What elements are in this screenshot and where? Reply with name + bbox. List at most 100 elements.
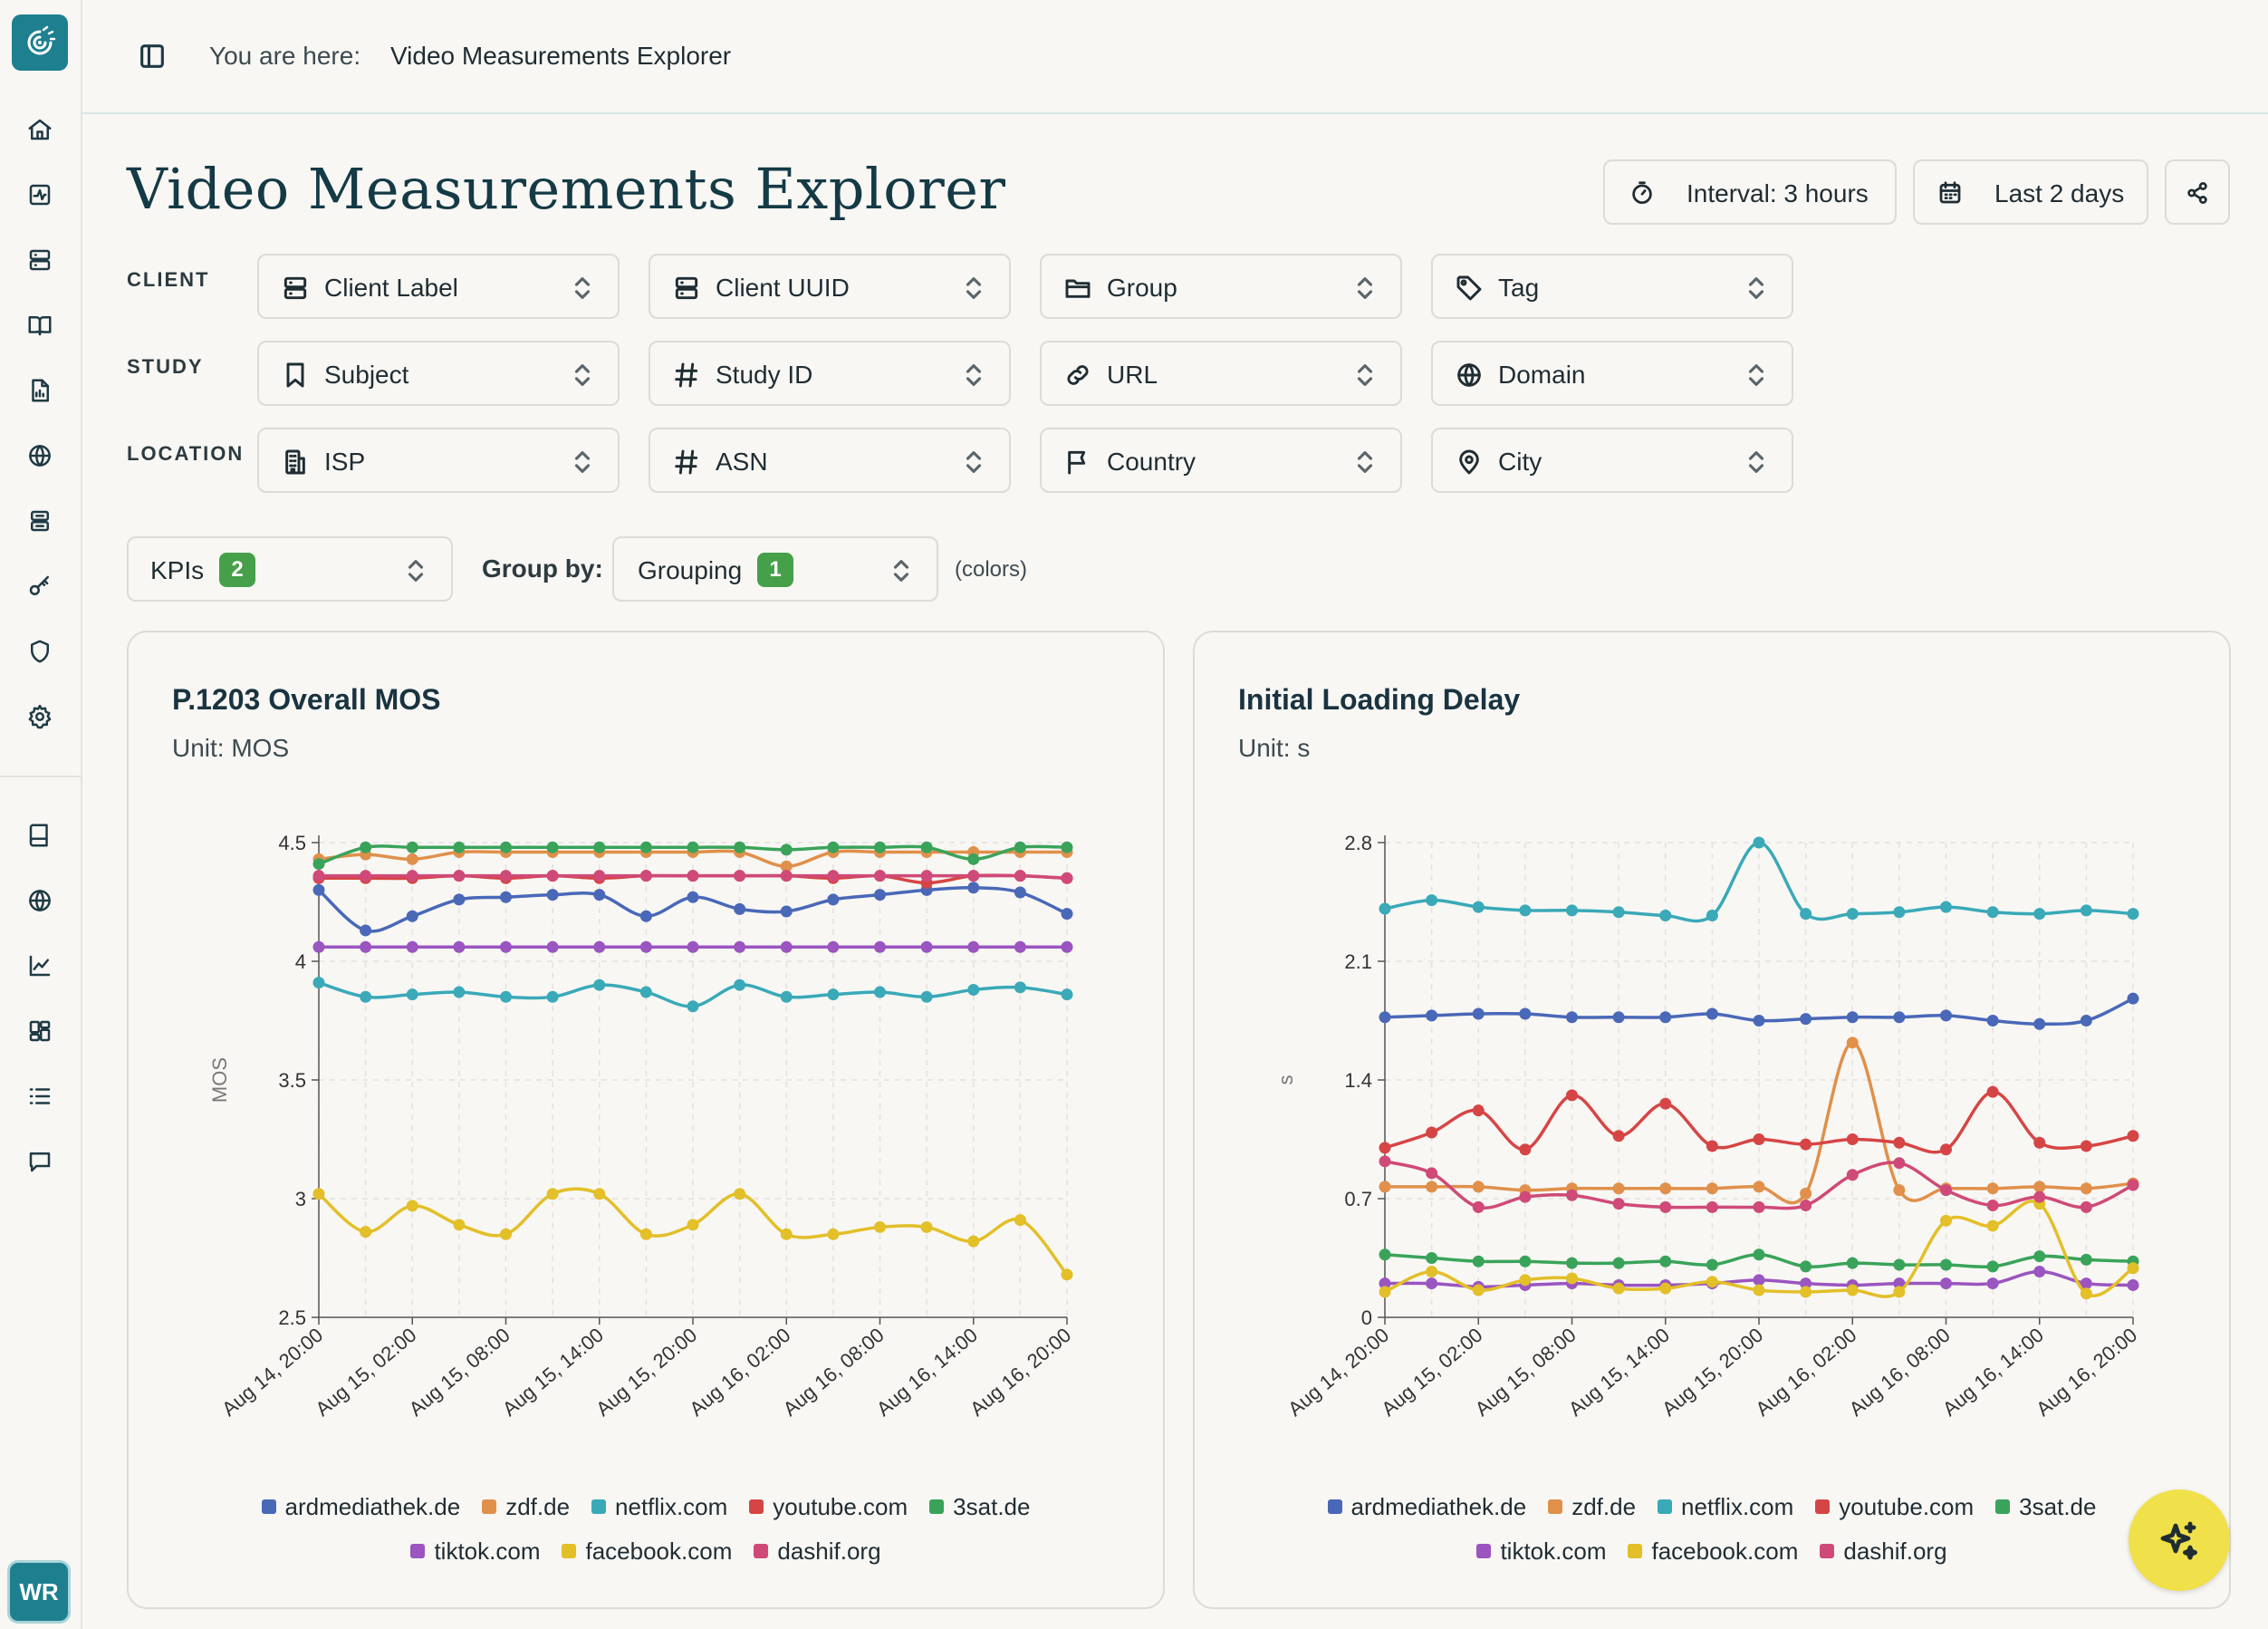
data-point[interactable] [453, 841, 466, 853]
data-point[interactable] [453, 1219, 466, 1231]
data-point[interactable] [1426, 1252, 1438, 1264]
data-point[interactable] [546, 940, 559, 953]
data-point[interactable] [1706, 1007, 1718, 1020]
interval-button[interactable]: Interval: 3 hours [1603, 159, 1897, 225]
data-point[interactable] [1893, 1136, 1906, 1149]
data-point[interactable] [734, 870, 746, 882]
data-point[interactable] [827, 1228, 840, 1240]
data-point[interactable] [1426, 1126, 1438, 1139]
data-point[interactable] [1014, 940, 1026, 953]
data-point[interactable] [360, 924, 372, 937]
data-point[interactable] [1753, 836, 1765, 849]
data-point[interactable] [1472, 901, 1485, 913]
data-point[interactable] [500, 940, 512, 953]
data-point[interactable] [1800, 908, 1812, 921]
data-point[interactable] [2080, 1182, 2092, 1195]
data-point[interactable] [1846, 1036, 1859, 1049]
data-point[interactable] [1753, 1200, 1765, 1213]
data-point[interactable] [453, 940, 466, 953]
data-point[interactable] [1986, 1219, 1999, 1232]
dashboard-icon[interactable] [24, 1015, 56, 1047]
data-point[interactable] [734, 1188, 746, 1200]
data-point[interactable] [2033, 908, 2046, 921]
data-point[interactable] [1379, 1277, 1391, 1290]
legend-item[interactable]: 3sat.de [929, 1485, 1030, 1528]
data-point[interactable] [734, 978, 746, 991]
data-point[interactable] [920, 841, 933, 853]
data-point[interactable] [2033, 1017, 2046, 1030]
data-point[interactable] [406, 910, 418, 922]
data-point[interactable] [2033, 1136, 2046, 1149]
data-point[interactable] [967, 870, 980, 882]
data-point[interactable] [1472, 1181, 1485, 1193]
data-point[interactable] [1986, 1277, 1999, 1290]
filter-country[interactable]: Country [1040, 428, 1402, 493]
data-point[interactable] [360, 841, 372, 853]
legend-item[interactable]: dashif.org [754, 1529, 881, 1573]
data-point[interactable] [1940, 1258, 1952, 1271]
data-point[interactable] [1379, 1286, 1391, 1298]
data-point[interactable] [2080, 1140, 2092, 1152]
data-point[interactable] [546, 990, 559, 1003]
data-point[interactable] [1846, 1011, 1859, 1024]
filter-client-label[interactable]: Client Label [257, 254, 620, 319]
app-logo[interactable] [12, 14, 68, 71]
data-point[interactable] [1986, 1015, 1999, 1027]
data-point[interactable] [687, 1000, 699, 1013]
data-point[interactable] [406, 1200, 418, 1212]
data-point[interactable] [687, 891, 699, 903]
data-point[interactable] [546, 870, 559, 882]
data-point[interactable] [1800, 1187, 1812, 1200]
filter-city[interactable]: City [1431, 428, 1793, 493]
legend-item[interactable]: 3sat.de [1995, 1485, 2096, 1528]
data-point[interactable] [1846, 1133, 1859, 1145]
legend-item[interactable]: youtube.com [749, 1485, 908, 1528]
grouping-select[interactable]: Grouping 1 [612, 536, 938, 602]
data-point[interactable] [1612, 1011, 1625, 1024]
data-point[interactable] [1061, 988, 1073, 1001]
filter-isp[interactable]: ISP [257, 428, 620, 493]
data-point[interactable] [2080, 1253, 2092, 1266]
data-point[interactable] [780, 1228, 793, 1240]
data-point[interactable] [1566, 1189, 1578, 1201]
data-point[interactable] [1566, 904, 1578, 917]
data-point[interactable] [1986, 906, 1999, 919]
data-point[interactable] [1519, 1190, 1532, 1203]
data-point[interactable] [2033, 1250, 2046, 1263]
report-icon[interactable] [24, 374, 56, 407]
data-point[interactable] [546, 841, 559, 853]
data-point[interactable] [1014, 886, 1026, 899]
data-point[interactable] [1753, 1274, 1765, 1287]
data-point[interactable] [1986, 1085, 1999, 1098]
filter-subject[interactable]: Subject [257, 341, 620, 406]
data-point[interactable] [1753, 1133, 1765, 1145]
data-point[interactable] [1379, 1011, 1391, 1024]
data-point[interactable] [687, 870, 699, 882]
data-point[interactable] [967, 1235, 980, 1248]
legend-item[interactable]: ardmediathek.de [261, 1485, 460, 1528]
data-point[interactable] [1893, 1277, 1906, 1290]
data-point[interactable] [1846, 1169, 1859, 1181]
legend-item[interactable]: zdf.de [1548, 1485, 1636, 1528]
filter-tag[interactable]: Tag [1431, 254, 1793, 319]
data-point[interactable] [2080, 904, 2092, 917]
data-point[interactable] [1426, 1277, 1438, 1290]
data-point[interactable] [2033, 1190, 2046, 1203]
book-icon[interactable] [24, 819, 56, 852]
key-icon[interactable] [24, 570, 56, 602]
data-point[interactable] [874, 986, 886, 998]
data-point[interactable] [1986, 1199, 1999, 1211]
data-point[interactable] [1893, 1011, 1906, 1024]
data-point[interactable] [920, 1220, 933, 1233]
data-point[interactable] [593, 940, 606, 953]
data-point[interactable] [1061, 908, 1073, 921]
data-point[interactable] [967, 853, 980, 865]
data-point[interactable] [1753, 1284, 1765, 1296]
data-point[interactable] [1940, 1184, 1952, 1197]
data-point[interactable] [1753, 1181, 1765, 1193]
data-point[interactable] [1706, 1140, 1718, 1152]
data-point[interactable] [312, 883, 325, 896]
data-point[interactable] [639, 940, 652, 953]
data-point[interactable] [874, 940, 886, 953]
data-point[interactable] [1612, 1130, 1625, 1142]
